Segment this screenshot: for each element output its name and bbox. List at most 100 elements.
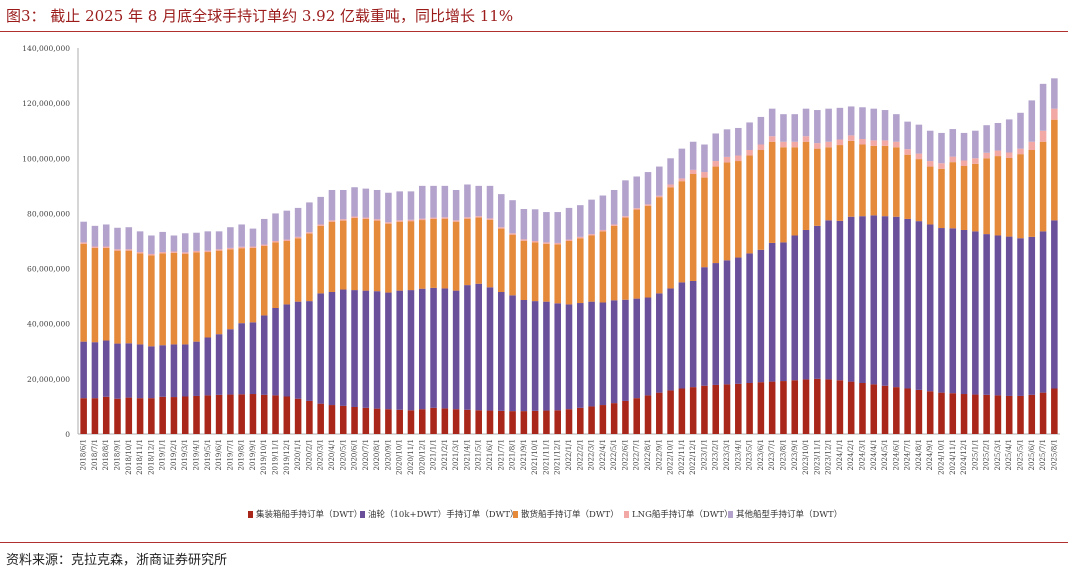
- bar-segment-1: [260, 394, 268, 434]
- bar-segment-3: [577, 238, 584, 304]
- bar-segment-2: [565, 304, 573, 410]
- bar-segment-4: [509, 233, 516, 235]
- bar-segment-1: [1028, 394, 1036, 434]
- bar-segment-3: [622, 217, 629, 300]
- x-tick-label: 2021/1/1: [430, 439, 438, 470]
- x-tick-label: 2023/9/1: [791, 439, 799, 470]
- bar-segment-2: [430, 287, 437, 408]
- bar-segment-4: [667, 184, 674, 188]
- bar-segment-1: [351, 406, 358, 434]
- bar-segment-2: [746, 253, 753, 383]
- bar-segment-2: [859, 216, 866, 383]
- x-tick-label: 2020/6/1: [351, 439, 359, 470]
- bar-segment-1: [91, 398, 99, 434]
- bar-segment-1: [768, 381, 776, 434]
- bar-segment-2: [407, 290, 415, 411]
- bar-segment-3: [272, 242, 279, 308]
- bar-segment-2: [543, 301, 550, 411]
- bar-segment-2: [644, 297, 652, 396]
- bar-segment-5: [464, 184, 471, 218]
- bar-segment-2: [893, 216, 900, 388]
- bar-segment-4: [554, 242, 561, 245]
- bar-segment-5: [306, 202, 313, 233]
- bar-segment-4: [780, 141, 787, 148]
- bar-segment-4: [791, 141, 799, 148]
- bar-segment-3: [148, 255, 155, 347]
- bar-segment-2: [238, 323, 245, 395]
- x-tick-label: 2019/11/1: [272, 439, 280, 475]
- bar-segment-5: [656, 166, 663, 196]
- bar-segment-4: [102, 246, 110, 248]
- bar-segment-3: [904, 154, 911, 219]
- legend: 集装箱船手持订单（DWT） 油轮（10k+DWT）手持订单（DWT） 散货船手持订单…: [248, 509, 842, 520]
- x-tick-label: 2021/8/1: [509, 439, 517, 470]
- bar-segment-3: [926, 166, 934, 225]
- bar-segment-1: [870, 384, 878, 434]
- bar-segment-2: [385, 292, 392, 410]
- x-tick-label: 2023/1/1: [700, 439, 708, 470]
- bar-segment-4: [80, 242, 87, 244]
- bar-segment-3: [452, 221, 460, 291]
- bar-segment-5: [193, 232, 200, 251]
- bar-segment-2: [193, 341, 200, 396]
- bar-segment-5: [938, 132, 945, 164]
- bar-segment-2: [701, 267, 708, 386]
- bars: [80, 78, 1058, 434]
- x-tick-label: 2023/3/1: [723, 439, 731, 470]
- bar-segment-3: [531, 242, 539, 302]
- bar-segment-5: [735, 127, 742, 156]
- bar-segment-4: [972, 158, 979, 164]
- bar-segment-4: [339, 219, 347, 221]
- bar-segment-3: [509, 234, 516, 296]
- bar-segment-1: [102, 396, 110, 434]
- x-tick-label: 2018/8/1: [102, 439, 110, 470]
- x-tick-label: 2019/1/1: [159, 439, 167, 470]
- x-tick-label: 2022/7/1: [633, 439, 641, 470]
- bar-segment-5: [1017, 112, 1024, 149]
- legend-label: 集装箱船手持订单（DWT）: [256, 509, 362, 520]
- bar-segment-2: [757, 249, 765, 383]
- bar-segment-1: [1017, 395, 1024, 434]
- bar-segment-3: [362, 218, 370, 291]
- bar-segment-2: [1039, 231, 1047, 393]
- bar-segment-2: [847, 216, 855, 382]
- bar-segment-1: [531, 410, 539, 434]
- bar-segment-4: [452, 220, 460, 222]
- bar-segment-1: [181, 396, 189, 434]
- bar-segment-1: [622, 400, 629, 434]
- bar-segment-4: [1017, 148, 1024, 155]
- bar-segment-3: [599, 231, 607, 303]
- bar-segment-2: [418, 288, 426, 410]
- bar-segment-2: [362, 290, 370, 408]
- bar-segment-5: [170, 235, 178, 252]
- bar-segment-1: [1051, 388, 1058, 434]
- bar-segment-3: [520, 240, 528, 300]
- bar-segment-3: [712, 166, 720, 264]
- bar-segment-2: [396, 290, 403, 410]
- bar-segment-4: [328, 220, 336, 222]
- bar-segment-5: [159, 231, 166, 253]
- bar-segment-2: [339, 289, 347, 406]
- bar-segment-1: [272, 395, 279, 434]
- bar-segment-1: [430, 407, 437, 434]
- bar-segment-1: [159, 396, 166, 434]
- bar-segment-5: [543, 212, 550, 243]
- bar-segment-1: [689, 387, 697, 434]
- bar-segment-2: [91, 342, 99, 399]
- bar-segment-1: [170, 397, 178, 434]
- bar-segment-1: [577, 407, 584, 434]
- bar-segment-2: [1005, 236, 1013, 396]
- bar-segment-2: [780, 242, 787, 382]
- bar-segment-5: [712, 133, 720, 162]
- bar-segment-4: [802, 136, 810, 142]
- legend-swatch: [360, 511, 365, 518]
- x-tick-label: 2024/3/1: [858, 439, 866, 470]
- bar-segment-1: [418, 409, 426, 434]
- bar-segment-2: [148, 346, 155, 399]
- bar-segment-3: [1051, 119, 1058, 221]
- bar-segment-5: [215, 231, 223, 250]
- x-tick-label: 2020/2/1: [305, 439, 313, 470]
- bar-segment-2: [599, 302, 607, 406]
- bar-segment-4: [768, 136, 776, 142]
- bar-segment-5: [904, 121, 911, 150]
